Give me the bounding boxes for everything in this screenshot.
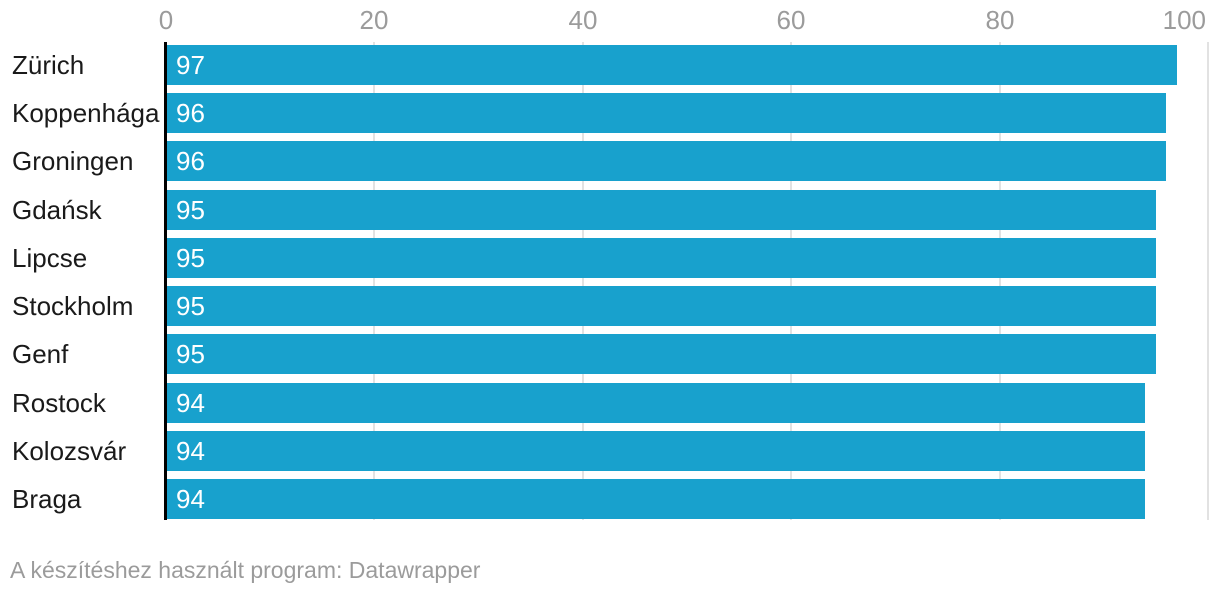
category-label: Lipcse <box>12 243 88 273</box>
x-tick-label: 80 <box>985 5 1015 35</box>
value-label: 96 <box>176 98 205 128</box>
bar: 95 <box>167 238 1156 278</box>
gridline <box>790 42 792 520</box>
value-label: 94 <box>176 436 205 466</box>
gridline <box>999 42 1001 520</box>
bar: 96 <box>167 141 1166 181</box>
value-label: 95 <box>176 339 205 369</box>
bar: 95 <box>167 334 1156 374</box>
x-tick-label: 60 <box>776 5 806 35</box>
x-tick-label: 0 <box>158 5 174 35</box>
x-tick-label: 40 <box>568 5 598 35</box>
value-label: 96 <box>176 146 205 176</box>
bar: 95 <box>167 286 1156 326</box>
x-tick-label: 20 <box>359 5 389 35</box>
category-label: Rostock <box>12 388 106 418</box>
bar: 95 <box>167 190 1156 230</box>
gridline <box>1207 42 1209 520</box>
bar: 94 <box>167 383 1145 423</box>
footer-credit: A készítéshez használt program: Datawrap… <box>10 557 481 583</box>
value-label: 95 <box>176 243 205 273</box>
category-label: Koppenhága <box>12 98 160 128</box>
y-axis-baseline <box>164 42 167 520</box>
bar: 97 <box>167 45 1177 85</box>
category-label: Kolozsvár <box>12 436 127 466</box>
category-label: Stockholm <box>12 291 134 321</box>
gridline <box>582 42 584 520</box>
category-label: Zürich <box>12 50 85 80</box>
x-tick-label: 100 <box>1162 5 1206 35</box>
bar: 94 <box>167 479 1145 519</box>
category-label: Gdańsk <box>12 195 102 225</box>
value-label: 95 <box>176 291 205 321</box>
bar: 94 <box>167 431 1145 471</box>
bar: 96 <box>167 93 1166 133</box>
gridline <box>373 42 375 520</box>
category-label: Genf <box>12 339 69 369</box>
category-label: Groningen <box>12 146 134 176</box>
category-label: Braga <box>12 484 82 514</box>
value-label: 97 <box>176 50 205 80</box>
value-label: 95 <box>176 195 205 225</box>
value-label: 94 <box>176 388 205 418</box>
value-label: 94 <box>176 484 205 514</box>
